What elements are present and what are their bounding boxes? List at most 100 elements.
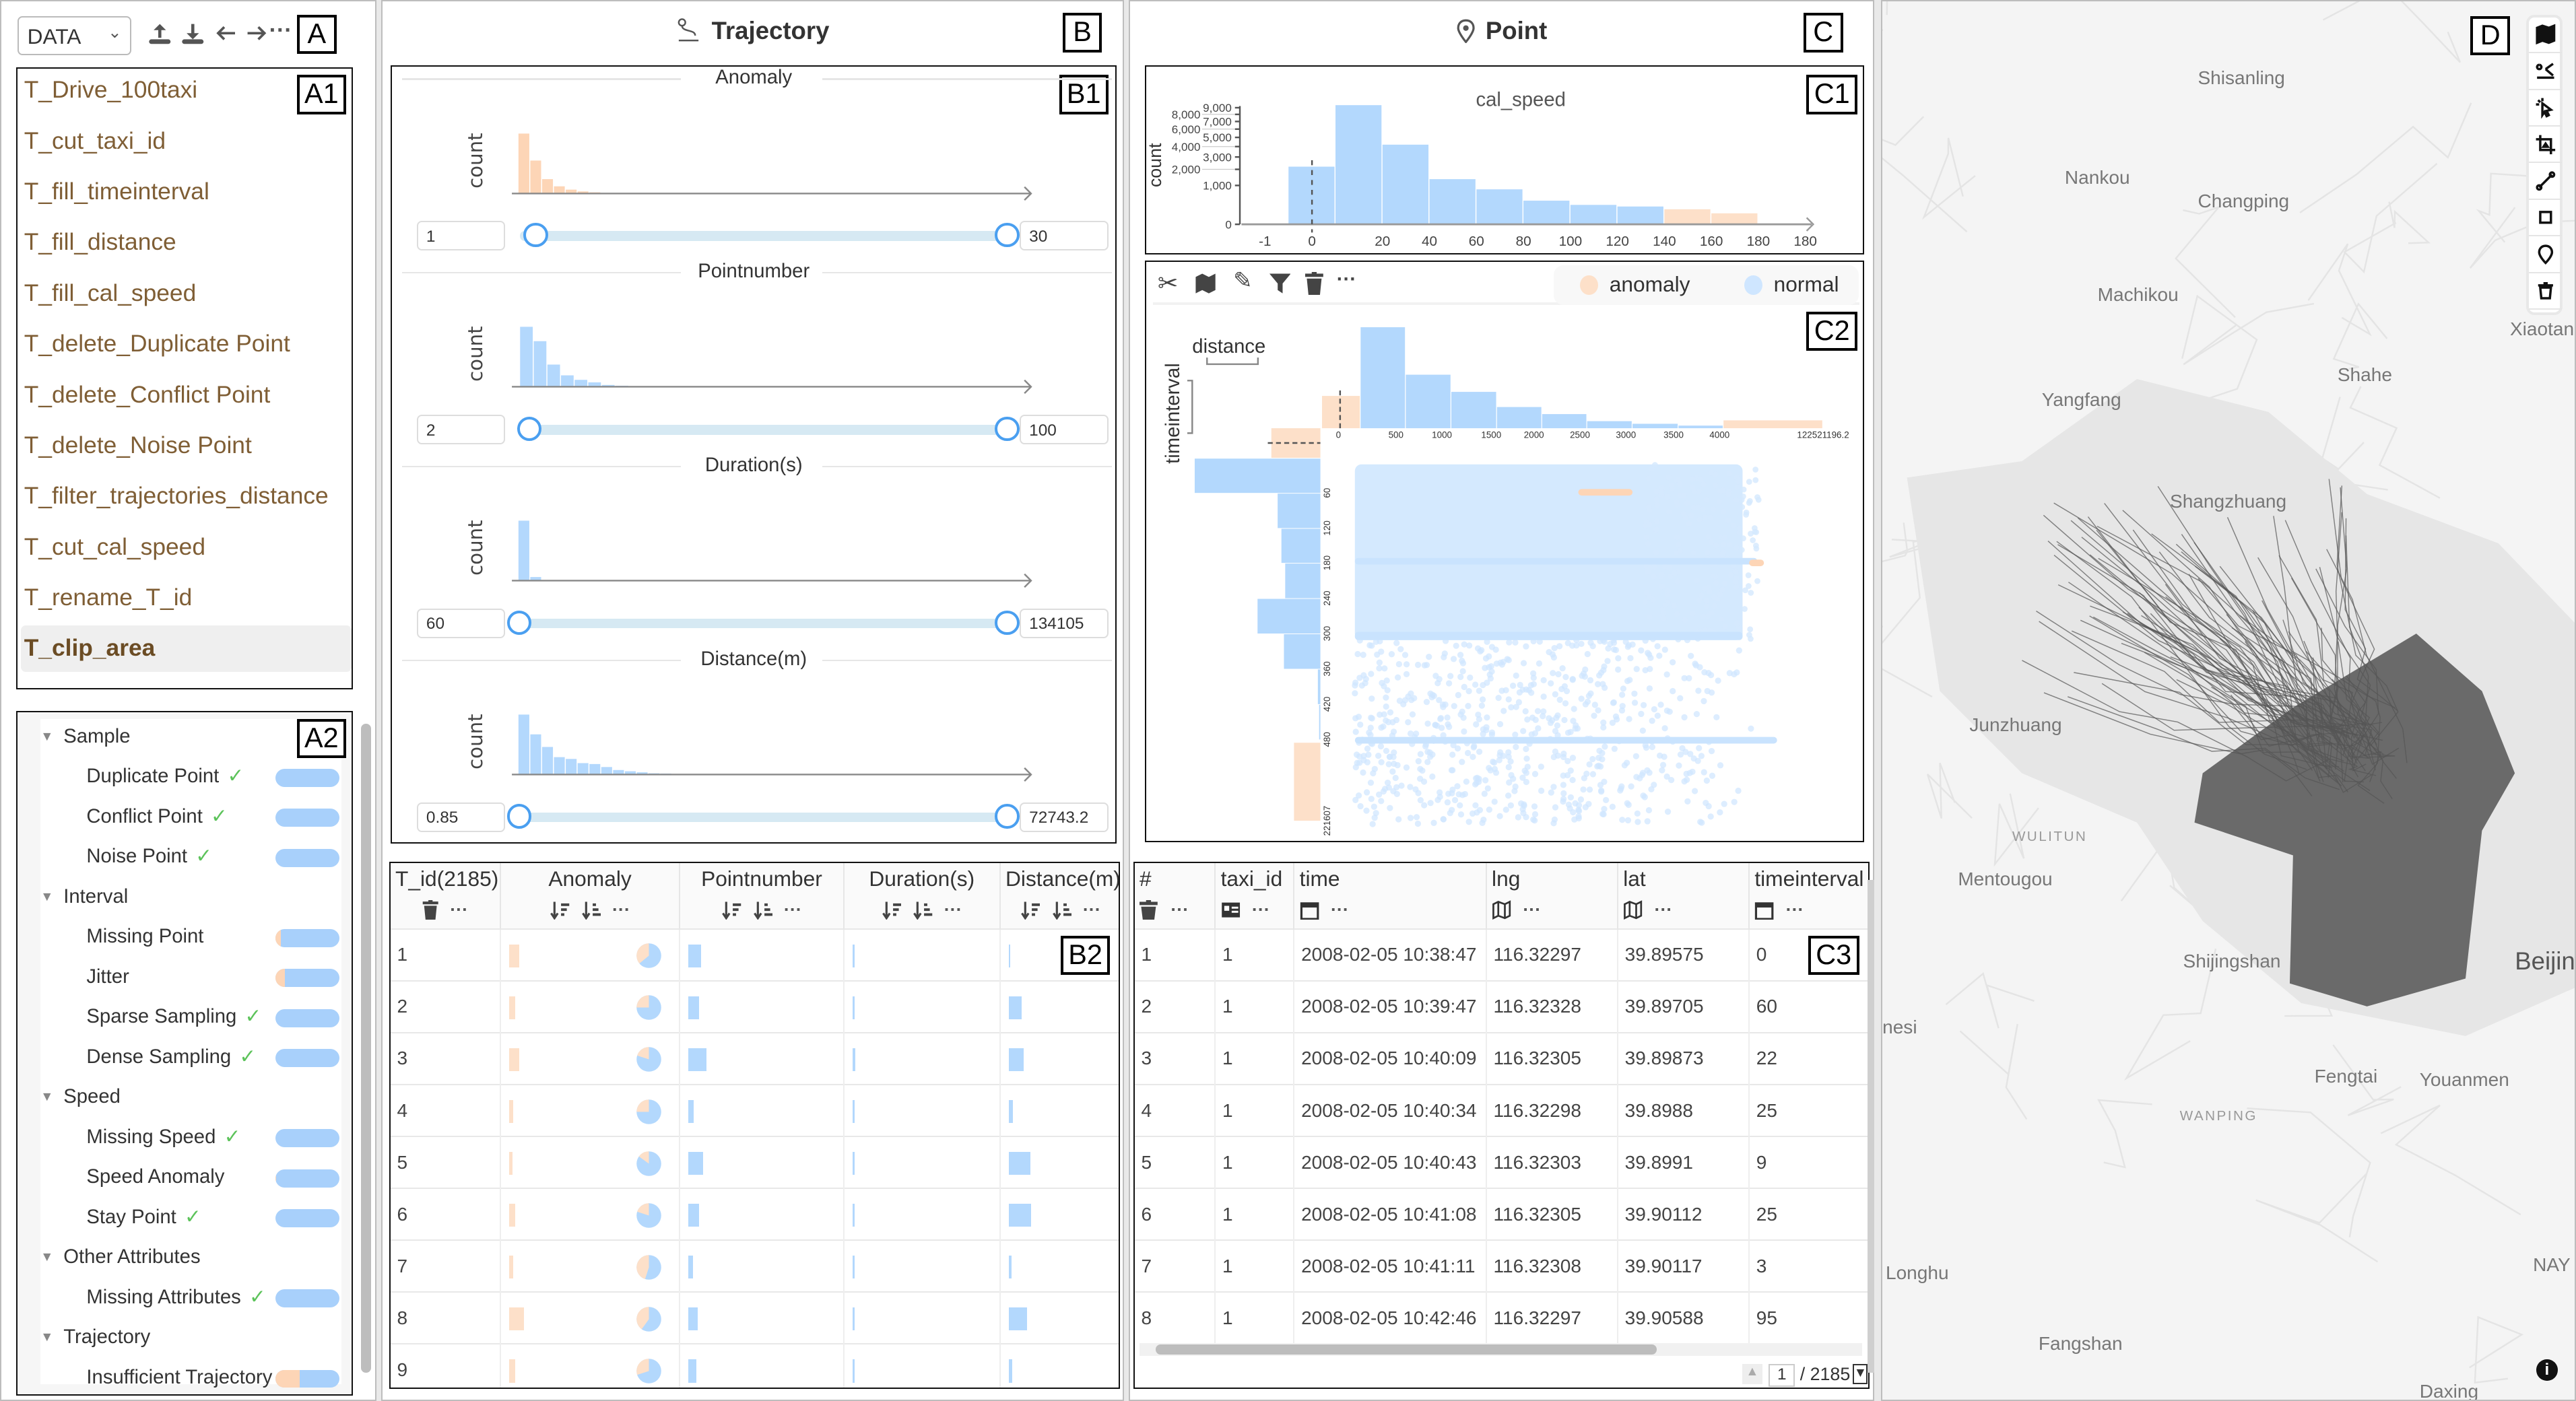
id-card-icon[interactable] — [1221, 900, 1241, 920]
more-icon[interactable]: ··· — [612, 899, 630, 920]
tree-group-interval[interactable]: ▼ Interval — [18, 879, 346, 916]
distance-histogram-bar[interactable] — [1360, 327, 1406, 428]
timeinterval-histogram-bar[interactable] — [1257, 599, 1321, 634]
table-row[interactable]: 4 1 2008-02-05 10:40:34 116.32298 39.8988 25 — [1134, 1084, 1868, 1137]
column-header[interactable]: Anomaly ··· — [500, 863, 681, 929]
histogram-bar[interactable] — [1617, 206, 1663, 225]
tree-item[interactable]: Conflict Point ✓ — [18, 799, 346, 835]
tree-group-other-attributes[interactable]: ▼ Other Attributes — [18, 1239, 346, 1276]
more-icon[interactable]: ··· — [1336, 269, 1357, 291]
histogram-bar[interactable] — [1711, 213, 1758, 225]
histogram-bar[interactable] — [1476, 189, 1523, 225]
map-panel[interactable]: Shisanling Changping Nankou Machikou Shahe Ya… — [1881, 0, 2576, 1401]
more-icon[interactable]: ··· — [1330, 899, 1349, 920]
more-icon[interactable]: ··· — [783, 899, 802, 920]
more-icon[interactable]: ··· — [269, 18, 292, 44]
timeinterval-histogram-bar[interactable] — [1285, 563, 1321, 599]
download-icon[interactable] — [180, 21, 205, 46]
tree-item[interactable]: Missing Point — [18, 919, 346, 955]
tree-group-speed[interactable]: ▼ Speed — [18, 1079, 346, 1116]
more-icon[interactable]: ··· — [944, 899, 962, 920]
caret-down-icon[interactable]: ▼ — [40, 1089, 54, 1105]
timeinterval-histogram-bar[interactable] — [1194, 458, 1321, 493]
table-row[interactable]: 3 — [390, 1031, 1119, 1085]
trash-icon[interactable] — [422, 900, 438, 920]
range-slider-track[interactable] — [520, 618, 1007, 629]
tree-item[interactable]: Dense Sampling ✓ — [18, 1039, 346, 1076]
tree-item[interactable]: Missing Speed ✓ — [18, 1120, 346, 1156]
trajectories[interactable] — [2022, 479, 2515, 1006]
scissors-icon[interactable]: ✂ — [1157, 269, 1179, 298]
caret-down-icon[interactable]: ▼ — [40, 1250, 54, 1265]
tree-item[interactable]: Missing Attributes ✓ — [18, 1280, 346, 1316]
map-tool-line[interactable] — [2529, 164, 2563, 200]
sort-desc-icon[interactable] — [550, 900, 570, 920]
table-row[interactable]: 2 1 2008-02-05 10:39:47 116.32328 39.89705 60 — [1134, 980, 1868, 1033]
operation-item[interactable]: T_cut_cal_speed — [24, 533, 206, 560]
column-header[interactable]: # ··· — [1134, 863, 1216, 929]
table-row[interactable]: 5 1 2008-02-05 10:40:43 116.32303 39.8991 9 — [1134, 1136, 1868, 1189]
distance-timeinterval-scatter[interactable]: distance timeinterval 0 500 1000 1500 2000 2500… — [1146, 308, 1863, 842]
trash-icon[interactable] — [1140, 900, 1159, 920]
filter-min-input[interactable]: 1 — [416, 221, 506, 251]
table-row[interactable]: 9 — [390, 1343, 1119, 1388]
map-tool-trash[interactable] — [2529, 273, 2563, 310]
range-slider-max-handle[interactable] — [995, 222, 1020, 248]
range-slider-min-handle[interactable] — [506, 610, 532, 636]
distance-histogram-bar[interactable] — [1587, 421, 1632, 428]
more-icon[interactable]: ··· — [1785, 899, 1804, 920]
operation-item[interactable]: T_delete_Noise Point — [24, 432, 252, 458]
legend-normal-label[interactable]: normal — [1773, 272, 1839, 297]
caret-down-icon[interactable]: ▼ — [40, 728, 54, 744]
column-header[interactable]: Pointnumber ··· — [680, 863, 845, 929]
filter-min-input[interactable]: 60 — [416, 609, 506, 639]
tree-group-trajectory[interactable]: ▼ Trajectory — [18, 1320, 346, 1356]
range-slider-track[interactable] — [520, 231, 1007, 241]
info-icon[interactable]: i — [2536, 1359, 2558, 1381]
map-canvas[interactable] — [1882, 1, 2576, 1401]
range-slider-max-handle[interactable] — [995, 610, 1020, 636]
table-row[interactable]: 8 1 2008-02-05 10:42:46 116.32297 39.90588 95 — [1134, 1291, 1868, 1344]
operation-item[interactable]: T_Drive_100taxi — [24, 77, 198, 104]
pencil-icon[interactable]: ✎ — [1233, 267, 1253, 294]
table-row[interactable]: 1 1 2008-02-05 10:38:47 116.32297 39.89575 0 — [1134, 928, 1868, 981]
map-icon[interactable] — [1492, 900, 1511, 920]
distance-histogram-bar[interactable] — [1321, 395, 1360, 428]
column-header[interactable]: timeinterval ··· — [1749, 863, 1868, 929]
tree-item[interactable]: Stay Point ✓ — [18, 1200, 346, 1236]
caret-down-icon[interactable]: ▼ — [40, 1330, 54, 1345]
horizontal-scrollbar-thumb[interactable] — [1156, 1344, 1657, 1355]
more-icon[interactable]: ··· — [1654, 899, 1673, 920]
sort-desc-icon[interactable] — [1020, 900, 1041, 920]
more-icon[interactable]: ··· — [450, 899, 469, 920]
tree-scrollbar[interactable] — [361, 724, 371, 1373]
column-header[interactable]: Distance(m) ··· — [999, 863, 1119, 929]
sort-asc-icon[interactable] — [913, 900, 933, 920]
more-icon[interactable]: ··· — [1251, 899, 1270, 920]
operation-item[interactable]: T_cut_taxi_id — [24, 127, 166, 154]
timeinterval-histogram-bar[interactable] — [1284, 634, 1321, 669]
tree-item[interactable]: Noise Point ✓ — [18, 839, 346, 875]
range-slider-max-handle[interactable] — [995, 416, 1020, 442]
tree-item[interactable]: Sparse Sampling ✓ — [18, 999, 346, 1035]
point-table-scrollbar[interactable] — [1868, 880, 1874, 1373]
more-icon[interactable]: ··· — [1523, 899, 1542, 920]
timeinterval-histogram-bar[interactable] — [1294, 742, 1321, 821]
sort-desc-icon[interactable] — [721, 900, 741, 920]
map-tool-scissors[interactable] — [2529, 54, 2563, 90]
range-slider-track[interactable] — [520, 812, 1007, 823]
histogram-bar[interactable] — [1523, 201, 1570, 225]
redo-icon[interactable] — [244, 21, 269, 46]
page-input[interactable]: 1 — [1769, 1364, 1795, 1388]
histogram-bar[interactable] — [1288, 166, 1335, 225]
tree-item[interactable]: Jitter — [18, 959, 346, 996]
histogram-bar[interactable] — [1335, 105, 1382, 225]
calendar-icon[interactable] — [1754, 900, 1774, 920]
operation-item[interactable]: T_fill_cal_speed — [24, 279, 197, 306]
upload-icon[interactable] — [147, 21, 172, 46]
map-tool-crop[interactable] — [2529, 127, 2563, 164]
range-slider-min-handle[interactable] — [523, 222, 548, 248]
more-icon[interactable]: ··· — [1170, 899, 1189, 920]
column-header[interactable]: T_id(2185) ··· — [390, 863, 502, 929]
table-row[interactable]: 7 — [390, 1239, 1119, 1293]
